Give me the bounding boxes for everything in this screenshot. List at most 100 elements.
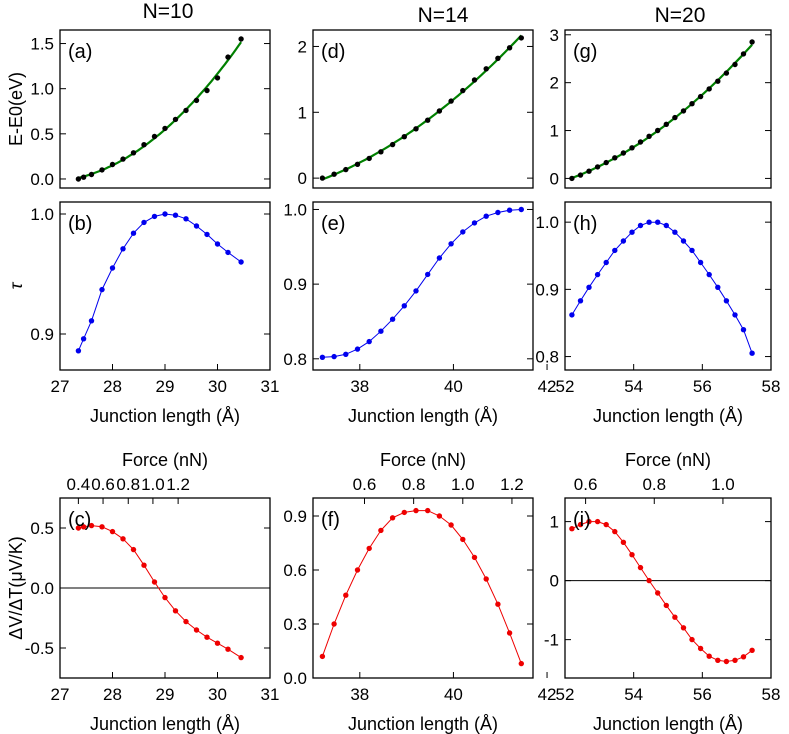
data-point: [162, 125, 168, 132]
data-point: [319, 653, 326, 660]
y-tick-label: 1: [550, 122, 559, 141]
x-tick-label: 42: [538, 685, 557, 704]
x-axis-title: Junction length (Å): [593, 714, 743, 734]
y-tick-label: 1.0: [535, 213, 559, 232]
x-tick-label: 38: [350, 377, 369, 396]
data-point: [366, 338, 372, 345]
fit-curve: [571, 43, 753, 180]
data-point: [401, 134, 407, 140]
data-point: [141, 562, 147, 568]
data-point: [225, 54, 231, 60]
y-tick-label: 0: [550, 169, 559, 188]
panel-h: 0.8 0.9 1.0 52 54 56 58 Junction length (Å) (h): [535, 201, 780, 426]
x-tick-label: 31: [261, 377, 280, 396]
data-point: [88, 318, 95, 324]
data-point: [75, 525, 82, 531]
data-point: [672, 229, 678, 235]
data-point: [483, 66, 489, 72]
top-axis-title: Force (nN): [380, 450, 466, 470]
data-point: [331, 621, 337, 627]
data-point: [130, 546, 137, 553]
y-axis-title: τ: [6, 281, 26, 289]
data-point: [646, 133, 652, 139]
data-point: [204, 634, 210, 640]
top-tick-label: 0.6: [353, 475, 377, 494]
data-point: [577, 172, 584, 178]
data-point: [214, 241, 221, 247]
data-point: [401, 509, 407, 516]
data-point: [569, 312, 575, 318]
x-tick-label: 38: [350, 685, 369, 704]
x-tick-label: 27: [51, 377, 70, 396]
data-point: [672, 614, 678, 620]
data-point: [343, 592, 349, 598]
data-point: [75, 176, 82, 182]
plot-frame: [59, 29, 271, 189]
top-tick-label: 1.2: [500, 475, 524, 494]
top-axis-title: Force (nN): [122, 450, 208, 470]
data-point: [495, 209, 501, 216]
data-point: [389, 316, 396, 322]
top-tick-label: 1.0: [141, 475, 165, 494]
plot-frame: [564, 497, 772, 679]
data-point: [637, 139, 644, 145]
data-point: [697, 645, 704, 652]
data-point: [172, 608, 179, 614]
data-point: [214, 640, 221, 646]
data-point: [663, 602, 669, 609]
data-point: [378, 527, 384, 534]
x-tick-label: 40: [444, 685, 463, 704]
data-point: [99, 286, 105, 293]
data-point: [354, 161, 361, 167]
data-point: [594, 271, 601, 278]
data-point: [732, 61, 738, 68]
data-point: [732, 657, 738, 663]
data-point: [88, 171, 95, 178]
data-point: [723, 298, 730, 304]
data-point: [612, 155, 618, 161]
data-point: [238, 654, 244, 661]
top-axis-title: Force (nN): [625, 450, 711, 470]
plot-frame: [564, 29, 772, 189]
data-point: [225, 646, 231, 652]
data-point: [436, 513, 443, 519]
data-point: [577, 521, 584, 528]
data-point: [204, 231, 210, 238]
data-point: [401, 303, 407, 309]
top-tick-label: 0.8: [402, 475, 426, 494]
x-axis-title: Junction length (Å): [348, 406, 498, 426]
data-point: [413, 288, 419, 294]
data-point: [354, 567, 361, 573]
panel-label: (e): [321, 213, 345, 235]
x-tick-label: 54: [624, 685, 643, 704]
data-point: [151, 213, 158, 220]
x-tick-label: 28: [103, 377, 122, 396]
data-point: [425, 117, 431, 123]
panel-b: 0.9 1.0 27 28 29 30 31 Junction length (Å) τ (b): [6, 201, 280, 426]
data-point: [655, 219, 661, 225]
y-tick-label: 0.9: [535, 280, 559, 299]
y-tick-label: 0: [550, 572, 559, 591]
fit-curve: [321, 34, 523, 181]
data-point: [130, 150, 137, 156]
data-point: [109, 528, 116, 535]
y-axis-title: E-E0(eV): [6, 72, 26, 146]
panels: 0.00.51.01.5E-E0(eV)(a)0.91.027 28 29 30 31J…: [6, 26, 780, 734]
panel-label: (d): [321, 41, 345, 63]
data-point: [172, 212, 179, 218]
data-point: [603, 259, 609, 266]
data-point: [715, 657, 721, 663]
data-point: [620, 539, 627, 545]
data-point: [99, 167, 105, 173]
data-point: [586, 168, 592, 174]
x-tick-label: 28: [103, 685, 122, 704]
data-point: [366, 155, 372, 162]
top-tick-label: 0.4: [67, 475, 91, 494]
data-point: [183, 107, 189, 114]
data-point: [331, 353, 337, 360]
data-point: [99, 524, 105, 530]
series-line: [321, 510, 522, 664]
data-point: [612, 247, 618, 254]
y-tick-label: 0.0: [30, 170, 54, 189]
